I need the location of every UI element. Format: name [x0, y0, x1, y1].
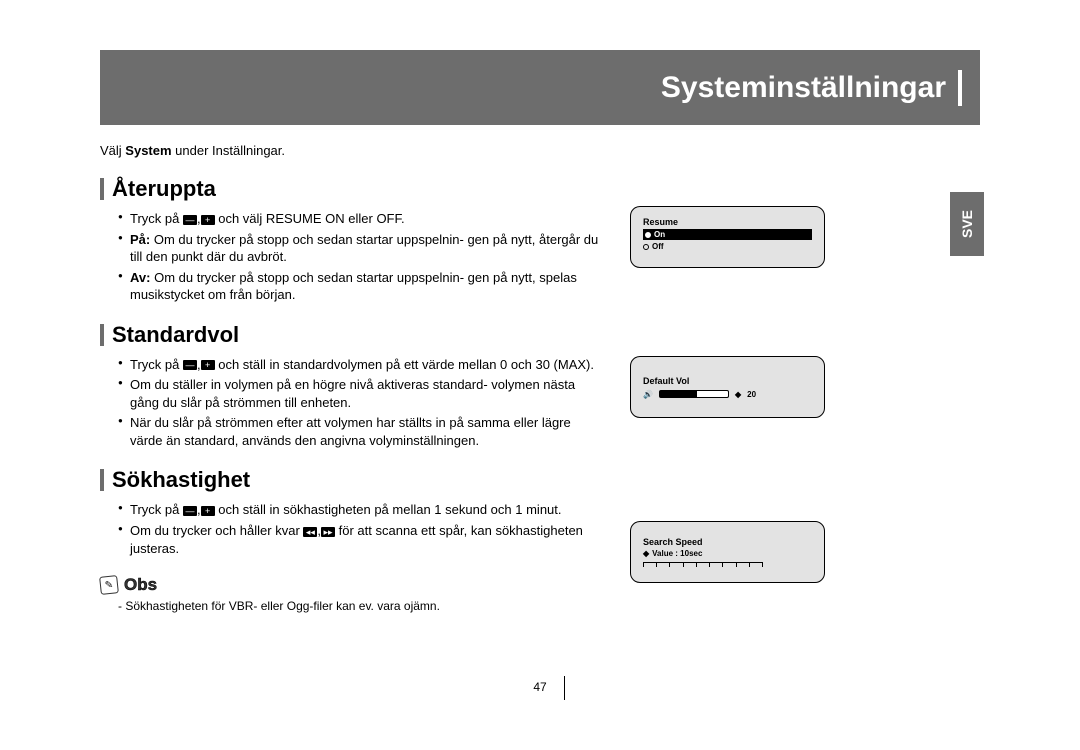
lcd-resume-off: Off	[643, 242, 812, 251]
text: och ställ in standardvolymen på ett värd…	[218, 357, 594, 372]
lcd-speed-title: Search Speed	[643, 537, 812, 547]
forward-icon: ▸▸	[321, 527, 335, 537]
lcd-speed-value-row: ◆ Value : 10sec	[643, 549, 812, 558]
page-number-divider	[564, 676, 565, 700]
vol-bullets: Tryck på —,+ och ställ in standardvolyme…	[100, 356, 600, 450]
intro-pre: Välj	[100, 143, 125, 158]
lcd-resume-title: Resume	[643, 217, 812, 227]
heading-speed: Sökhastighet	[112, 467, 250, 493]
text: och ställ in sökhastigheten på mellan 1 …	[218, 502, 561, 517]
minus-icon: —	[183, 506, 197, 516]
text: Off	[652, 242, 664, 251]
content-area: Återuppta Tryck på —,+ och välj RESUME O…	[100, 176, 980, 613]
speed-bullet-2: Om du trycker och håller kvar ◂◂,▸▸ för …	[118, 522, 600, 557]
lcd-vol-bar: 🔊 ◆ 20	[643, 390, 812, 399]
text: och välj RESUME ON eller OFF.	[218, 211, 404, 226]
note-title: Obs	[124, 575, 157, 595]
section-heading-vol: Standardvol	[100, 322, 600, 348]
minus-icon: —	[183, 215, 197, 225]
title-divider	[958, 70, 962, 106]
plus-icon: +	[201, 506, 215, 516]
text: On	[654, 230, 665, 239]
note-icon: ✎	[99, 575, 119, 595]
text: Om du trycker på stopp och sedan startar…	[130, 232, 598, 265]
lcd-speed-value: Value : 10sec	[652, 549, 702, 558]
resume-bullets: Tryck på —,+ och välj RESUME ON eller OF…	[100, 210, 600, 304]
plus-icon: +	[201, 215, 215, 225]
note-heading: ✎ Obs	[100, 575, 600, 595]
label-off: Av:	[130, 270, 150, 285]
text: Om du trycker och håller kvar	[130, 523, 303, 538]
page-title: Systeminställningar	[661, 71, 946, 105]
radio-icon	[643, 244, 649, 250]
text: Tryck på	[130, 502, 183, 517]
section-heading-speed: Sökhastighet	[100, 467, 600, 493]
vol-bullet-1: Tryck på —,+ och ställ in standardvolyme…	[118, 356, 600, 374]
updown-icon: ◆	[735, 390, 741, 399]
lcd-speed-scale	[643, 562, 763, 567]
speaker-icon: 🔊	[643, 390, 653, 399]
page-number: 47	[533, 680, 546, 694]
heading-bar-icon	[100, 469, 104, 491]
text: Om du trycker på stopp och sedan startar…	[130, 270, 577, 303]
lcd-resume: Resume On Off	[630, 206, 825, 268]
heading-bar-icon	[100, 324, 104, 346]
intro-bold: System	[125, 143, 171, 158]
radio-selected-icon	[645, 232, 651, 238]
lcd-resume-on: On	[643, 229, 812, 240]
resume-bullet-3: Av: Om du trycker på stopp och sedan sta…	[118, 269, 600, 304]
vol-bullet-2: Om du ställer in volymen på en högre niv…	[118, 376, 600, 411]
vol-bullet-3: När du slår på strömmen efter att volyme…	[118, 414, 600, 449]
heading-resume: Återuppta	[112, 176, 216, 202]
intro-post: under Inställningar.	[172, 143, 285, 158]
volume-track	[659, 390, 729, 398]
heading-bar-icon	[100, 178, 104, 200]
manual-page: Systeminställningar SVE Välj System unde…	[100, 50, 980, 700]
plus-icon: +	[201, 360, 215, 370]
updown-icon: ◆	[643, 549, 649, 558]
resume-bullet-1: Tryck på —,+ och välj RESUME ON eller OF…	[118, 210, 600, 228]
heading-vol: Standardvol	[112, 322, 239, 348]
lcd-vol-title: Default Vol	[643, 376, 812, 386]
speed-bullet-1: Tryck på —,+ och ställ in sökhastigheten…	[118, 501, 600, 519]
rewind-icon: ◂◂	[303, 527, 317, 537]
section-heading-resume: Återuppta	[100, 176, 600, 202]
lcd-search-speed: Search Speed ◆ Value : 10sec	[630, 521, 825, 583]
minus-icon: —	[183, 360, 197, 370]
lcd-vol-value: 20	[747, 390, 756, 399]
text: Tryck på	[130, 211, 183, 226]
resume-bullet-2: På: Om du trycker på stopp och sedan sta…	[118, 231, 600, 266]
volume-fill	[660, 391, 697, 397]
left-column: Återuppta Tryck på —,+ och välj RESUME O…	[100, 176, 600, 613]
text: Tryck på	[130, 357, 183, 372]
note-text: - Sökhastigheten för VBR- eller Ogg-file…	[100, 599, 600, 613]
speed-bullets: Tryck på —,+ och ställ in sökhastigheten…	[100, 501, 600, 557]
intro-line: Välj System under Inställningar.	[100, 143, 980, 158]
title-banner: Systeminställningar	[100, 50, 980, 125]
label-on: På:	[130, 232, 150, 247]
lcd-default-vol: Default Vol 🔊 ◆ 20	[630, 356, 825, 418]
